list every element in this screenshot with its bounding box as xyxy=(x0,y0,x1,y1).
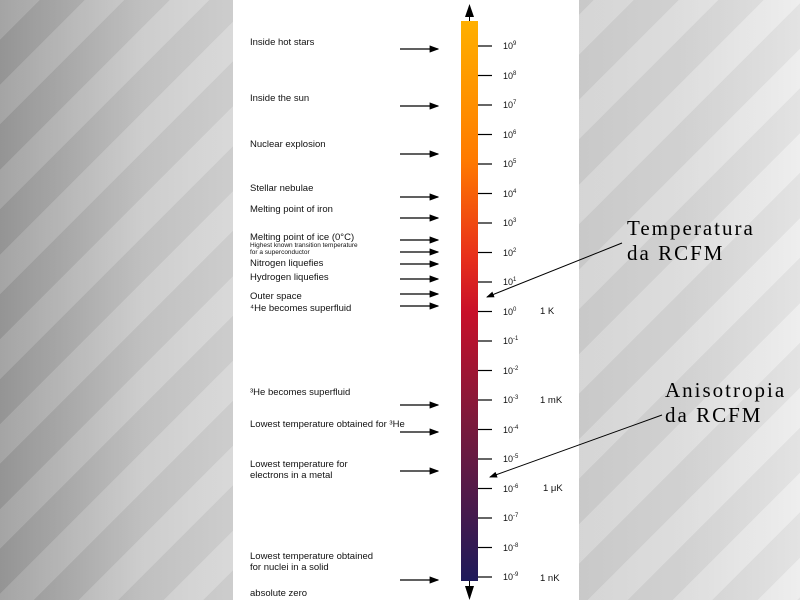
callout-temperatura-rcfm: Temperatura da RCFM xyxy=(627,216,755,265)
temperature-color-bar xyxy=(461,21,478,581)
label-he3-superfluid: ³He becomes superfluid xyxy=(250,387,351,398)
label-highest-superconductor: Highest known transition temperature for… xyxy=(250,242,358,256)
unit-1nk: 1 nK xyxy=(540,573,560,584)
scale-tick-label: 10-5 xyxy=(503,454,519,464)
label-outer-space: Outer space xyxy=(250,291,302,302)
label-lowest-temp-he3: Lowest temperature obtained for ³He xyxy=(250,419,405,430)
label-hydrogen-liquefies: Hydrogen liquefies xyxy=(250,272,329,283)
label-arrows xyxy=(400,45,440,584)
scale-tick-label: 10-6 xyxy=(503,483,519,494)
callout-anisotropia-rcfm: Anisotropia da RCFM xyxy=(665,378,787,427)
scale-tick-label: 106 xyxy=(503,129,517,140)
scale-tick-label: 107 xyxy=(503,100,517,110)
scale-tick-label: 10-7 xyxy=(503,513,519,523)
label-lowest-temp-electrons: Lowest temperature for electrons in a me… xyxy=(250,459,348,481)
unit-1mk: 1 mK xyxy=(540,395,563,406)
chart-panel xyxy=(233,0,579,600)
scale-up-arrow xyxy=(465,4,474,17)
unit-1uk: 1 μK xyxy=(543,483,563,494)
scale-tick-label: 104 xyxy=(503,188,517,199)
label-inside-the-sun: Inside the sun xyxy=(250,93,310,104)
label-melting-point-ice: Melting point of ice (0°C) xyxy=(250,232,355,243)
scale-tick-label: 109 xyxy=(503,41,517,51)
scale-tick-label: 10-2 xyxy=(503,365,519,376)
label-he4-superfluid: ⁴He becomes superfluid xyxy=(250,303,352,314)
label-absolute-zero: absolute zero xyxy=(250,588,308,599)
label-lowest-temp-nuclei: Lowest temperature obtained for nuclei i… xyxy=(250,551,374,573)
scale-down-arrow xyxy=(465,586,474,600)
callout-pointer-anisotropia xyxy=(489,414,663,478)
label-melting-point-iron: Melting point of iron xyxy=(250,204,333,215)
scale-ticks xyxy=(478,45,492,578)
scale-tick-label: 102 xyxy=(503,247,517,258)
scale-tick-label: 10-9 xyxy=(503,572,519,582)
label-nuclear-explosion: Nuclear explosion xyxy=(250,139,326,150)
scale-tick-label: 10-4 xyxy=(503,424,519,435)
scale-tick-label: 100 xyxy=(503,306,517,317)
label-inside-hot-stars: Inside hot stars xyxy=(250,37,315,48)
scale-tick-label: 10-8 xyxy=(503,542,519,553)
callout-pointer-temperatura xyxy=(486,242,623,298)
label-nitrogen-liquefies: Nitrogen liquefies xyxy=(250,258,324,269)
unit-1k: 1 K xyxy=(540,306,555,317)
label-stellar-nebulae: Stellar nebulae xyxy=(250,183,314,194)
scale-tick-label: 10-1 xyxy=(503,336,519,346)
scale-tick-label: 10-3 xyxy=(503,395,519,405)
scale-tick-label: 103 xyxy=(503,218,517,228)
scale-tick-label: 101 xyxy=(503,277,517,287)
scale-tick-label: 105 xyxy=(503,159,517,169)
scale-tick-label: 108 xyxy=(503,70,517,81)
